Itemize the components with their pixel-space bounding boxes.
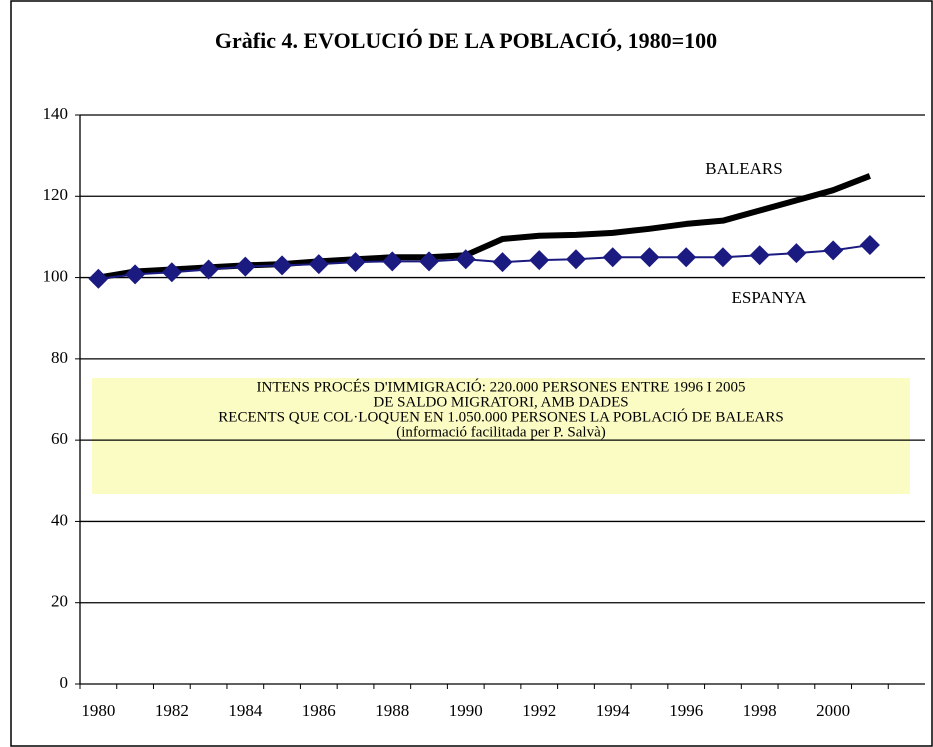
data-marker <box>676 247 697 268</box>
note-line: (informació facilitada per P. Salvà) <box>396 424 606 440</box>
data-marker <box>749 245 770 266</box>
note-box <box>92 378 910 494</box>
y-tick-label: 80 <box>51 348 68 367</box>
x-tick-label: 1994 <box>596 701 631 720</box>
y-tick-label: 40 <box>51 510 68 529</box>
x-tick-label: 1988 <box>375 701 409 720</box>
chart-title: Gràfic 4. EVOLUCIÓ DE LA POBLACIÓ, 1980=… <box>215 28 717 53</box>
x-tick-label: 1984 <box>228 701 263 720</box>
note-line: INTENS PROCÉS D'IMMIGRACIÓ: 220.000 PERS… <box>257 378 746 395</box>
chart-frame <box>10 0 933 747</box>
series-line <box>97 173 871 281</box>
x-tick-label: 1992 <box>522 701 556 720</box>
x-tick-label: 1998 <box>743 701 777 720</box>
x-tick-label: 1980 <box>81 701 115 720</box>
data-marker <box>272 255 293 276</box>
data-marker <box>125 264 146 285</box>
y-tick-label: 0 <box>60 673 69 692</box>
x-tick-label: 1996 <box>669 701 703 720</box>
data-marker <box>565 249 586 270</box>
data-marker <box>786 243 807 264</box>
note-line: RECENTS QUE COL·LOQUEN EN 1.050.000 PERS… <box>218 408 783 425</box>
data-marker <box>419 251 440 272</box>
data-marker <box>602 247 623 268</box>
data-marker <box>639 247 660 268</box>
y-tick-label: 20 <box>51 592 68 611</box>
data-marker <box>308 254 329 275</box>
x-tick-label: 1986 <box>302 701 336 720</box>
x-tick-label: 1982 <box>155 701 189 720</box>
data-marker <box>345 252 366 273</box>
y-tick-label: 60 <box>51 429 68 448</box>
x-tick-label: 2000 <box>816 701 850 720</box>
data-marker <box>455 249 476 270</box>
data-marker <box>235 256 256 277</box>
series-line <box>98 244 871 280</box>
data-marker <box>492 252 513 273</box>
data-marker <box>823 240 844 261</box>
data-marker <box>161 262 182 283</box>
y-tick-label: 100 <box>43 266 69 285</box>
y-tick-label: 120 <box>43 185 69 204</box>
data-marker <box>198 259 219 280</box>
y-tick-label: 140 <box>43 104 69 123</box>
series-label: ESPANYA <box>732 288 808 307</box>
data-marker <box>382 251 403 272</box>
note-line: DE SALDO MIGRATORI, AMB DADES <box>373 394 628 410</box>
data-marker <box>88 268 109 289</box>
data-marker <box>529 250 550 271</box>
x-tick-label: 1990 <box>449 701 483 720</box>
data-marker <box>859 235 880 256</box>
series-label: BALEARS <box>705 159 782 178</box>
data-marker <box>712 247 733 268</box>
